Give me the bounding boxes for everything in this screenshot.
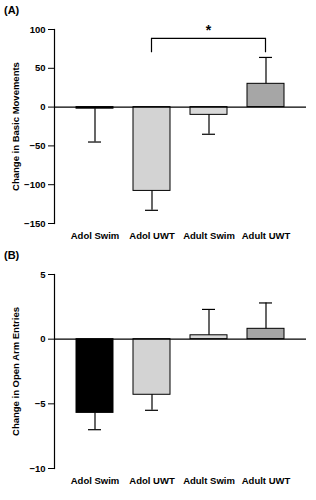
- svg-text:0: 0: [40, 101, 45, 112]
- svg-text:−5: −5: [35, 398, 47, 409]
- svg-text:Adult UWT: Adult UWT: [242, 230, 291, 241]
- svg-text:Adol Swim: Adol Swim: [71, 230, 120, 241]
- svg-text:Adult Swim: Adult Swim: [183, 475, 235, 486]
- svg-text:*: *: [206, 22, 212, 38]
- svg-text:Change in Open Arm Entries: Change in Open Arm Entries: [10, 307, 21, 436]
- svg-text:Change in Basic Movements: Change in Basic Movements: [10, 62, 21, 191]
- svg-text:−100: −100: [24, 179, 45, 190]
- svg-text:50: 50: [35, 62, 46, 73]
- svg-text:Adult UWT: Adult UWT: [242, 475, 291, 486]
- svg-text:Adol UWT: Adol UWT: [129, 230, 175, 241]
- svg-text:Adol UWT: Adol UWT: [129, 475, 175, 486]
- svg-text:Adol Swim: Adol Swim: [71, 475, 120, 486]
- svg-text:5: 5: [40, 269, 46, 280]
- svg-text:0: 0: [40, 333, 45, 344]
- svg-text:−50: −50: [29, 140, 45, 151]
- svg-text:Adult Swim: Adult Swim: [183, 230, 235, 241]
- svg-text:100: 100: [30, 24, 46, 35]
- svg-text:−10: −10: [29, 463, 45, 474]
- svg-text:−150: −150: [24, 218, 45, 229]
- html-text:(B): (B): [4, 249, 20, 261]
- html-text:(A): (A): [4, 4, 20, 16]
